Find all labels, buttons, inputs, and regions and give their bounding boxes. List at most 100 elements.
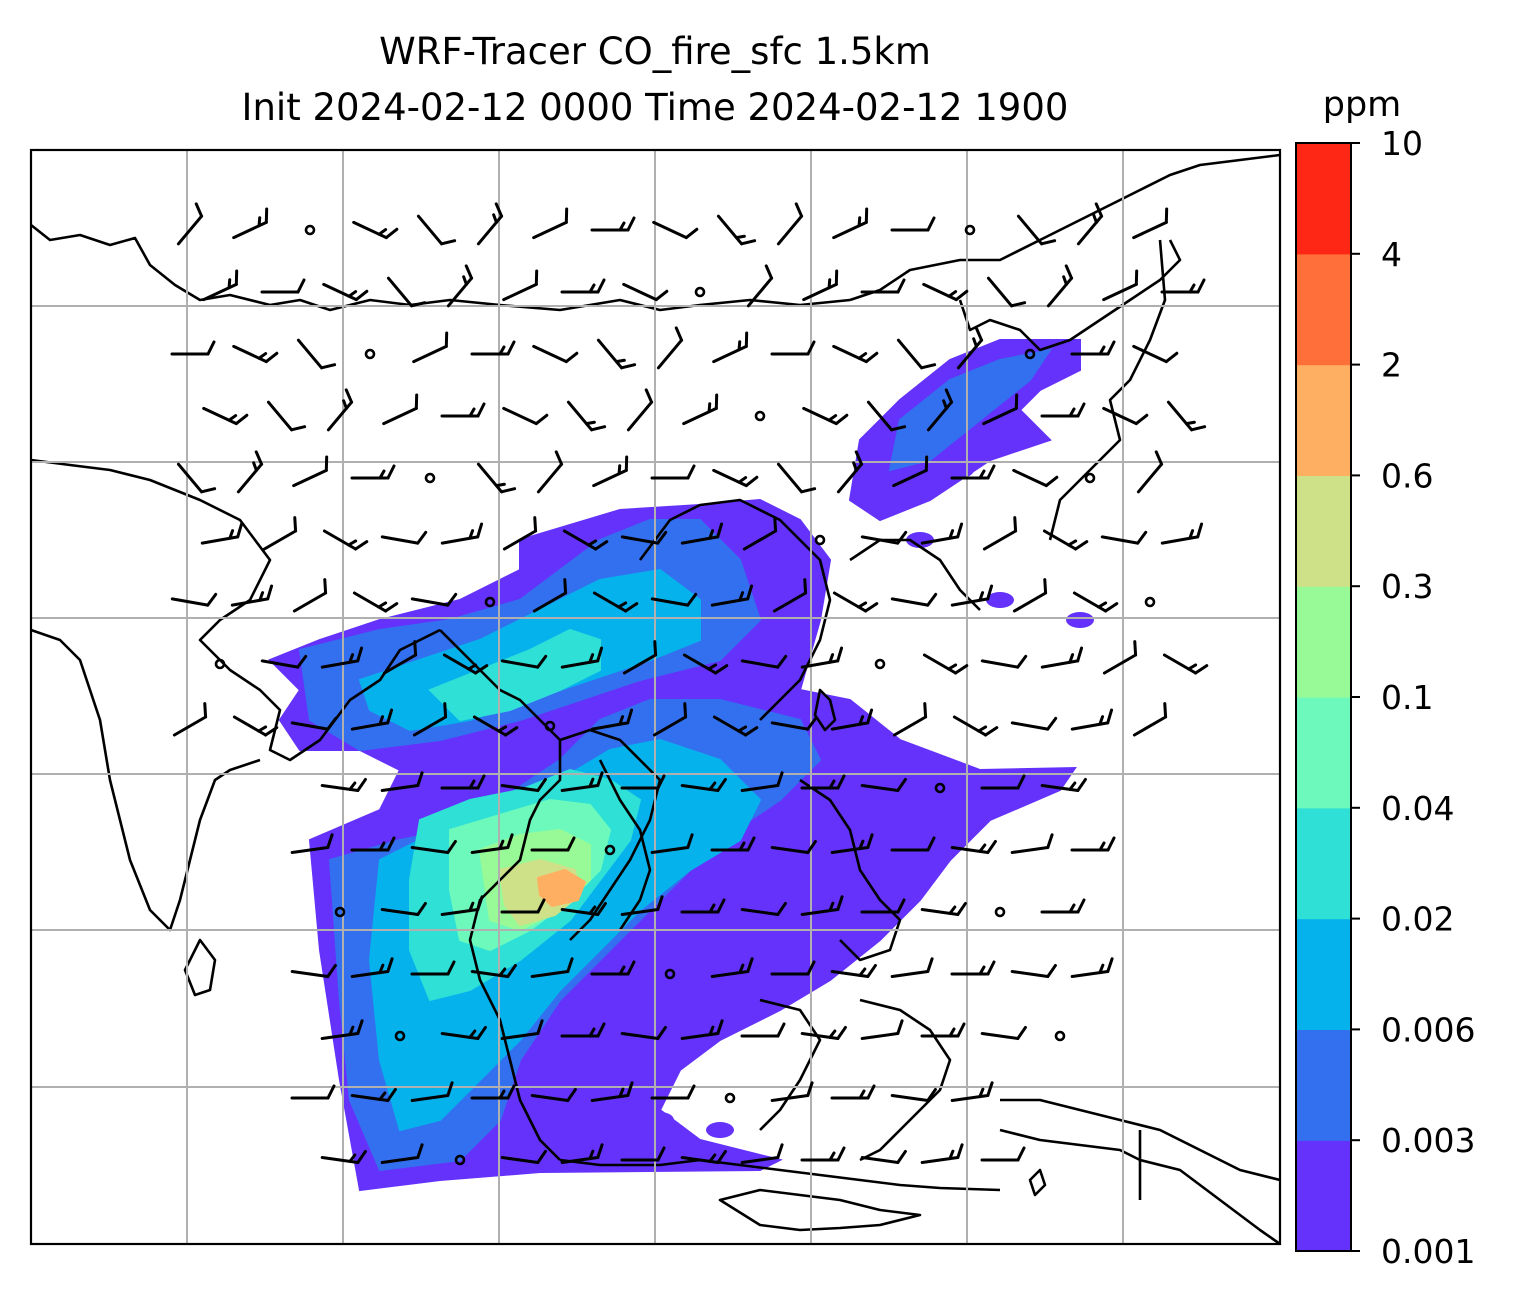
wind-barb	[950, 1081, 994, 1103]
wind-barb	[590, 1081, 634, 1103]
colorbar-swatch	[1296, 1029, 1351, 1141]
wind-barb	[830, 963, 877, 979]
wind-barb	[956, 326, 984, 370]
wind-barb	[770, 716, 818, 731]
wind-barb	[326, 388, 354, 432]
colorbar-swatch	[1296, 1140, 1351, 1252]
wind-barb	[532, 344, 579, 364]
wind-barb	[982, 516, 1018, 551]
wind-barb	[470, 340, 516, 356]
wind-barb	[1132, 344, 1179, 364]
wind-barb	[410, 960, 456, 976]
wind-barb	[740, 1143, 784, 1165]
wind-barb	[292, 455, 329, 488]
wind-barb	[890, 216, 936, 232]
wind-barb	[382, 640, 418, 675]
wind-barb	[320, 646, 364, 669]
wind-barb	[380, 901, 427, 917]
wind-barb	[472, 715, 519, 737]
wind-barb	[800, 1146, 846, 1162]
wind-barb	[770, 960, 816, 976]
wind-barb	[860, 530, 908, 545]
wind-barb	[802, 269, 839, 302]
wind-barb	[892, 455, 929, 488]
wind-barb	[410, 592, 458, 607]
coastline	[31, 628, 261, 932]
wind-barb	[440, 1025, 487, 1041]
wind-barb	[860, 1019, 904, 1041]
colorbar-swatch	[1296, 697, 1351, 809]
map-gridlines	[31, 150, 1280, 1244]
wind-barb	[922, 653, 969, 675]
wind-barb	[1072, 591, 1119, 613]
wind-barb	[562, 529, 609, 551]
wind-barb	[626, 388, 654, 432]
wind-barb	[980, 654, 1028, 669]
wind-barb	[950, 839, 997, 855]
wind-barb	[680, 1019, 724, 1041]
coastline	[31, 458, 441, 762]
wind-barb	[352, 220, 399, 240]
wind-barb	[350, 957, 394, 979]
wind-barb	[290, 716, 338, 731]
colorbar-tick-label: 0.001	[1381, 1232, 1475, 1271]
colorbar-tick-label: 0.003	[1381, 1121, 1475, 1160]
colorbar-tick-label: 0.02	[1381, 900, 1454, 939]
colorbar-tick-label: 0.6	[1381, 456, 1433, 495]
wind-barb	[530, 836, 576, 852]
wind-barb	[832, 344, 879, 364]
tracer-contour-band	[536, 868, 587, 908]
wind-barb	[1076, 202, 1104, 246]
wind-barb	[622, 282, 669, 302]
coastline	[813, 688, 837, 732]
tracer-speck	[706, 1122, 734, 1138]
coastline	[598, 759, 652, 931]
wind-barb	[770, 839, 817, 855]
calm-wind-marker	[934, 782, 946, 794]
colorbar-unit-label: ppm	[1323, 85, 1402, 125]
wind-barb	[440, 522, 484, 545]
wind-barb	[740, 1022, 786, 1038]
wind-barb	[322, 529, 369, 551]
wind-barb	[1100, 530, 1148, 545]
wind-barb	[566, 400, 607, 432]
wind-barb	[500, 1019, 544, 1041]
wind-barb	[202, 269, 239, 302]
wind-barb	[560, 1143, 604, 1165]
wind-barb	[290, 1084, 336, 1100]
wind-barb	[232, 207, 269, 240]
wind-barb	[740, 771, 784, 793]
calm-wind-marker	[544, 720, 556, 732]
wind-barb	[380, 1143, 424, 1165]
wind-barb	[920, 1143, 964, 1165]
calm-wind-marker	[304, 224, 316, 236]
colorbar-tick-label: 4	[1381, 235, 1402, 274]
wind-barb	[560, 771, 604, 793]
wind-barb	[320, 1019, 364, 1041]
wind-barb	[590, 708, 634, 731]
wind-barb	[412, 331, 449, 364]
wind-barbs	[170, 202, 1209, 1166]
wind-barb	[500, 898, 546, 914]
wind-barb	[536, 450, 564, 494]
wind-barb	[620, 1025, 667, 1041]
wind-barb	[1010, 716, 1058, 731]
wind-barb	[502, 269, 539, 302]
wind-barb	[860, 278, 906, 294]
wind-barb	[712, 468, 759, 488]
calm-wind-marker	[454, 1154, 466, 1166]
tracer-speck	[1066, 612, 1094, 628]
wind-barb	[652, 702, 688, 737]
wind-barb	[650, 464, 696, 480]
wind-barb	[1010, 963, 1057, 979]
calm-wind-marker	[364, 348, 376, 360]
wind-barb	[560, 1022, 606, 1038]
calm-wind-marker	[814, 534, 826, 546]
map-area	[31, 150, 1280, 1244]
wind-barb	[980, 774, 1026, 790]
calm-wind-marker	[1054, 1030, 1066, 1042]
wind-barb	[892, 702, 928, 737]
wind-barb	[920, 1022, 966, 1038]
wind-barb	[920, 522, 964, 545]
coastline	[1000, 1098, 1280, 1182]
